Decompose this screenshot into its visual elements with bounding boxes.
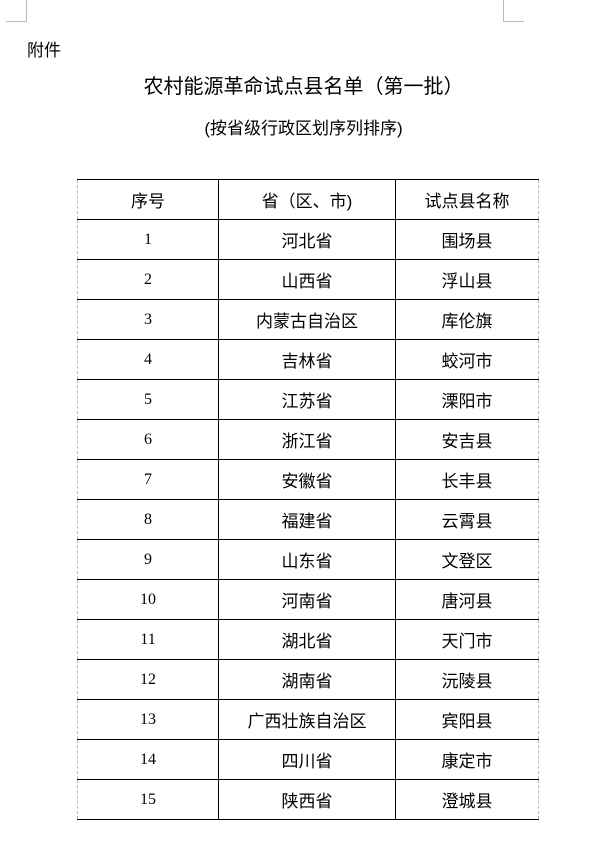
attachment-label: 附件: [27, 41, 61, 60]
row-province: 四川省: [218, 739, 396, 780]
row-province: 山东省: [218, 539, 396, 580]
row-county: 康定市: [395, 739, 539, 780]
row-index: 12: [77, 659, 219, 700]
row-province: 安徽省: [218, 459, 396, 500]
table-row: 10 河南省 唐河县: [77, 579, 539, 620]
row-index: 2: [77, 259, 219, 300]
row-province: 江苏省: [218, 379, 396, 420]
table-row: 2 山西省 浮山县: [77, 259, 539, 300]
row-index: 1: [77, 219, 219, 260]
row-county: 文登区: [395, 539, 539, 580]
page-corner-mark-right: [503, 0, 524, 22]
row-index: 11: [77, 619, 219, 660]
row-province: 山西省: [218, 259, 396, 300]
table-row: 4 吉林省 蛟河市: [77, 339, 539, 380]
row-index: 5: [77, 379, 219, 420]
table-row: 15 陕西省 澄城县: [77, 779, 539, 820]
row-county: 澄城县: [395, 779, 539, 820]
table-row: 13 广西壮族自治区 宾阳县: [77, 699, 539, 740]
row-county: 浮山县: [395, 259, 539, 300]
table-row: 6 浙江省 安吉县: [77, 419, 539, 460]
row-province: 吉林省: [218, 339, 396, 380]
row-index: 10: [77, 579, 219, 620]
row-province: 河南省: [218, 579, 396, 620]
row-province: 河北省: [218, 219, 396, 260]
document-title: 农村能源革命试点县名单（第一批）: [143, 76, 464, 98]
row-province: 陕西省: [218, 779, 396, 820]
row-province: 浙江省: [218, 419, 396, 460]
table-row: 8 福建省 云霄县: [77, 499, 539, 540]
table-row: 11 湖北省 天门市: [77, 619, 539, 660]
row-county: 库伦旗: [395, 299, 539, 340]
row-index: 13: [77, 699, 219, 740]
row-index: 14: [77, 739, 219, 780]
table-row: 1 河北省 围场县: [77, 219, 539, 260]
row-county: 安吉县: [395, 419, 539, 460]
pilot-county-table: 序号 省（区、市) 试点县名称 1 河北省 围场县 2 山西省 浮山县 3 内蒙古自治区 库伦旗…: [77, 179, 539, 820]
row-county: 围场县: [395, 219, 539, 260]
row-county: 宾阳县: [395, 699, 539, 740]
row-province: 广西壮族自治区: [218, 699, 396, 740]
table-row: 5 江苏省 溧阳市: [77, 379, 539, 420]
table-row: 7 安徽省 长丰县: [77, 459, 539, 500]
row-county: 长丰县: [395, 459, 539, 500]
header-index: 序号: [77, 179, 219, 220]
row-county: 唐河县: [395, 579, 539, 620]
row-index: 4: [77, 339, 219, 380]
row-county: 溧阳市: [395, 379, 539, 420]
header-province: 省（区、市): [218, 179, 396, 220]
row-province: 湖南省: [218, 659, 396, 700]
row-county: 沅陵县: [395, 659, 539, 700]
page-corner-mark-left: [6, 0, 27, 22]
row-index: 3: [77, 299, 219, 340]
row-index: 8: [77, 499, 219, 540]
table-row: 3 内蒙古自治区 库伦旗: [77, 299, 539, 340]
row-index: 9: [77, 539, 219, 580]
header-county: 试点县名称: [395, 179, 539, 220]
row-province: 湖北省: [218, 619, 396, 660]
row-county: 云霄县: [395, 499, 539, 540]
document-subtitle: (按省级行政区划序列排序): [204, 119, 403, 138]
row-index: 7: [77, 459, 219, 500]
row-index: 15: [77, 779, 219, 820]
row-province: 内蒙古自治区: [218, 299, 396, 340]
table-row: 14 四川省 康定市: [77, 739, 539, 780]
table-row: 9 山东省 文登区: [77, 539, 539, 580]
row-county: 蛟河市: [395, 339, 539, 380]
row-county: 天门市: [395, 619, 539, 660]
row-index: 6: [77, 419, 219, 460]
table-header-row: 序号 省（区、市) 试点县名称: [77, 179, 539, 220]
table-row: 12 湖南省 沅陵县: [77, 659, 539, 700]
row-province: 福建省: [218, 499, 396, 540]
